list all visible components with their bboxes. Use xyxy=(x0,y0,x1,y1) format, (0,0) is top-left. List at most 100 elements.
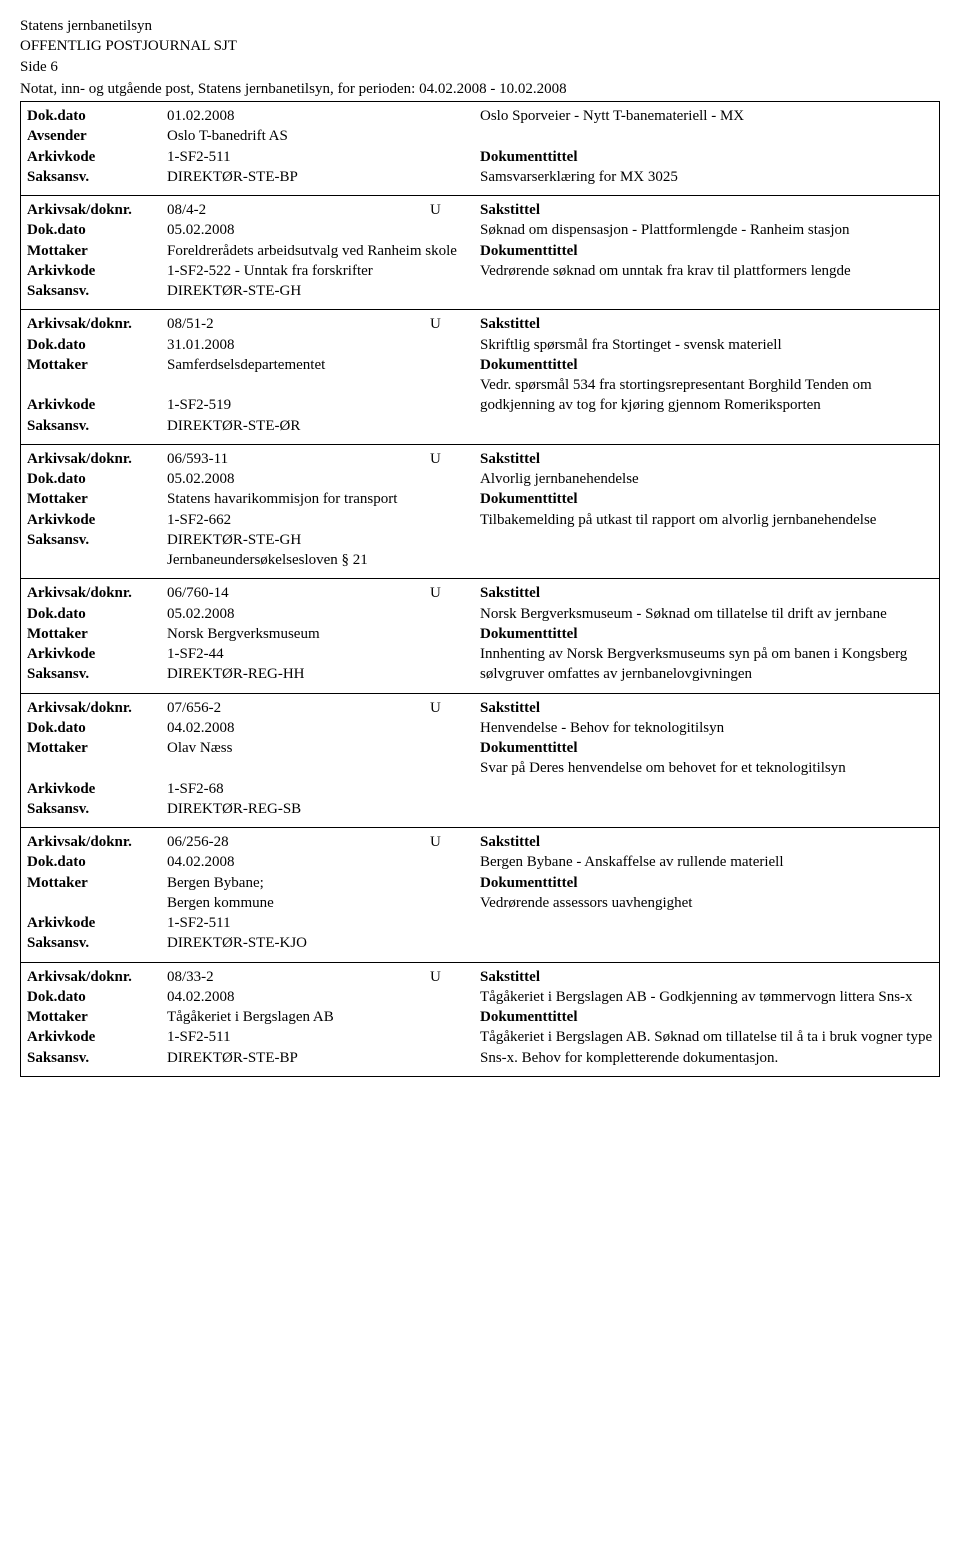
party-value: Norsk Bergverksmuseum xyxy=(167,624,480,644)
party-value: Samferdselsdepartementet xyxy=(167,355,480,375)
arkivkode-label: Arkivkode xyxy=(27,779,167,799)
party-label: Mottaker xyxy=(27,1007,167,1027)
party-extra-value: Bergen kommune xyxy=(167,893,480,913)
party-value: Olav Næss xyxy=(167,738,480,758)
arkivsak-value: 06/593-11U xyxy=(167,449,480,469)
saksansv-value: DIREKTØR-STE-KJO xyxy=(167,933,480,953)
dokumenttittel-value: Innhenting av Norsk Bergverksmuseums syn… xyxy=(480,644,933,685)
saksansv-value: DIREKTØR-STE-BP xyxy=(167,167,480,187)
arkivkode-value: 1-SF2-519 xyxy=(167,395,480,415)
arkivkode-value: 1-SF2-44 xyxy=(167,644,480,664)
journal-entry: Arkivsak/doknr.06/593-11UDok.dato05.02.2… xyxy=(21,444,940,579)
party-label: Mottaker xyxy=(27,624,167,644)
saksansv-value: DIREKTØR-STE-ØR xyxy=(167,416,480,436)
dokumenttittel-value: Tilbakemelding på utkast til rapport om … xyxy=(480,510,876,530)
dokdato-label: Dok.dato xyxy=(27,718,167,738)
dokdato-value: 04.02.2008 xyxy=(167,718,480,738)
blank-label xyxy=(27,550,167,570)
party-value: Statens havarikommisjon for transport xyxy=(167,489,480,509)
dokdato-value: 04.02.2008 xyxy=(167,852,480,872)
arkivkode-value: 1-SF2-662 xyxy=(167,510,480,530)
arkivsak-value: 08/51-2U xyxy=(167,314,480,334)
dokdato-label: Dok.dato xyxy=(27,852,167,872)
dokdato-value: 31.01.2008 xyxy=(167,335,480,355)
sakstittel-label: Sakstittel xyxy=(480,832,540,852)
arkivsak-label: Arkivsak/doknr. xyxy=(27,449,167,469)
dokumenttittel-value: Vedrørende assessors uavhengighet xyxy=(480,893,692,913)
arkivkode-label: Arkivkode xyxy=(27,261,167,281)
saksansv-label: Saksansv. xyxy=(27,281,167,301)
sakstittel-value: Norsk Bergverksmuseum - Søknad om tillat… xyxy=(480,604,887,624)
party-label: Mottaker xyxy=(27,241,167,261)
saksansv-label: Saksansv. xyxy=(27,664,167,684)
party-label: Mottaker xyxy=(27,355,167,375)
arkivkode-label: Arkivkode xyxy=(27,147,167,167)
arkivsak-label: Arkivsak/doknr. xyxy=(27,698,167,718)
party-value: Tågåkeriet i Bergslagen AB xyxy=(167,1007,480,1027)
journal-table: Dok.dato01.02.2008AvsenderOslo T-banedri… xyxy=(20,101,940,1077)
journal-entry: Arkivsak/doknr.07/656-2UDok.dato04.02.20… xyxy=(21,693,940,828)
sakstittel-value: Skriftlig spørsmål fra Stortinget - sven… xyxy=(480,335,782,355)
saksansv-value: DIREKTØR-REG-HH xyxy=(167,664,480,684)
sakstittel-value: Alvorlig jernbanehendelse xyxy=(480,469,639,489)
arkivkode-value: 1-SF2-522 - Unntak fra forskrifter xyxy=(167,261,480,281)
party-value: Bergen Bybane; xyxy=(167,873,480,893)
dokumenttittel-label: Dokumenttittel xyxy=(480,489,578,509)
dokumenttittel-label: Dokumenttittel xyxy=(480,873,578,893)
dokdato-label: Dok.dato xyxy=(27,604,167,624)
arkivsak-value: 07/656-2U xyxy=(167,698,480,718)
saksansv-label: Saksansv. xyxy=(27,799,167,819)
saksansv-value: DIREKTØR-REG-SB xyxy=(167,799,480,819)
dokdato-label: Dok.dato xyxy=(27,106,167,126)
arkivsak-value: 06/760-14U xyxy=(167,583,480,603)
saksansv-label: Saksansv. xyxy=(27,933,167,953)
saksansv-value: DIREKTØR-STE-BP xyxy=(167,1048,480,1068)
party-value: Foreldrerådets arbeidsutvalg ved Ranheim… xyxy=(167,241,480,261)
dokumenttittel-value: Svar på Deres henvendelse om behovet for… xyxy=(480,758,846,778)
dokumenttittel-label: Dokumenttittel xyxy=(480,147,578,167)
saksansv-value: DIREKTØR-STE-GH xyxy=(167,530,480,550)
dokumenttittel-label: Dokumenttittel xyxy=(480,1007,578,1027)
arkivsak-label: Arkivsak/doknr. xyxy=(27,200,167,220)
party-value: Oslo T-banedrift AS xyxy=(167,126,480,146)
journal-title: OFFENTLIG POSTJOURNAL SJT xyxy=(20,36,940,56)
dokumenttittel-value: Tågåkeriet i Bergslagen AB. Søknad om ti… xyxy=(480,1027,933,1068)
party-label: Mottaker xyxy=(27,738,167,758)
saksansv-label: Saksansv. xyxy=(27,416,167,436)
dokumenttittel-label: Dokumenttittel xyxy=(480,624,578,644)
blank-label xyxy=(27,893,167,913)
arkivsak-label: Arkivsak/doknr. xyxy=(27,583,167,603)
sakstittel-value: Oslo Sporveier - Nytt T-banemateriell - … xyxy=(480,106,744,126)
journal-entry: Arkivsak/doknr.08/4-2UDok.dato05.02.2008… xyxy=(21,196,940,310)
saksansv-label: Saksansv. xyxy=(27,167,167,187)
sakstittel-label: Sakstittel xyxy=(480,583,540,603)
sakstittel-value: Henvendelse - Behov for teknologitilsyn xyxy=(480,718,724,738)
arkivsak-value: 06/256-28U xyxy=(167,832,480,852)
sakstittel-value: Søknad om dispensasjon - Plattformlengde… xyxy=(480,220,850,240)
dokumenttittel-value: Vedrørende søknad om unntak fra krav til… xyxy=(480,261,851,281)
arkivsak-value: 08/4-2U xyxy=(167,200,480,220)
sakstittel-label: Sakstittel xyxy=(480,698,540,718)
arkivsak-label: Arkivsak/doknr. xyxy=(27,967,167,987)
arkivkode-value: 1-SF2-511 xyxy=(167,147,480,167)
arkivkode-label: Arkivkode xyxy=(27,913,167,933)
arkivsak-label: Arkivsak/doknr. xyxy=(27,314,167,334)
journal-entry: Dok.dato01.02.2008AvsenderOslo T-banedri… xyxy=(21,102,940,196)
period-subtitle: Notat, inn- og utgående post, Statens je… xyxy=(20,79,940,99)
sakstittel-label: Sakstittel xyxy=(480,967,540,987)
saksansv-label: Saksansv. xyxy=(27,530,167,550)
org-name: Statens jernbanetilsyn xyxy=(20,16,940,36)
saksansv-label: Saksansv. xyxy=(27,1048,167,1068)
arkivkode-label: Arkivkode xyxy=(27,395,167,415)
saksansv-value: DIREKTØR-STE-GH xyxy=(167,281,480,301)
sakstittel-label: Sakstittel xyxy=(480,314,540,334)
sakstittel-value: Bergen Bybane - Anskaffelse av rullende … xyxy=(480,852,784,872)
page-number: Side 6 xyxy=(20,57,940,77)
arkivkode-label: Arkivkode xyxy=(27,510,167,530)
saksansv-extra-value: Jernbaneundersøkelsesloven § 21 xyxy=(167,550,480,570)
arkivkode-value: 1-SF2-511 xyxy=(167,913,480,933)
dokumenttittel-label: Dokumenttittel xyxy=(480,355,578,375)
journal-entry: Arkivsak/doknr.06/760-14UDok.dato05.02.2… xyxy=(21,579,940,693)
arkivkode-value: 1-SF2-511 xyxy=(167,1027,480,1047)
sakstittel-label: Sakstittel xyxy=(480,449,540,469)
